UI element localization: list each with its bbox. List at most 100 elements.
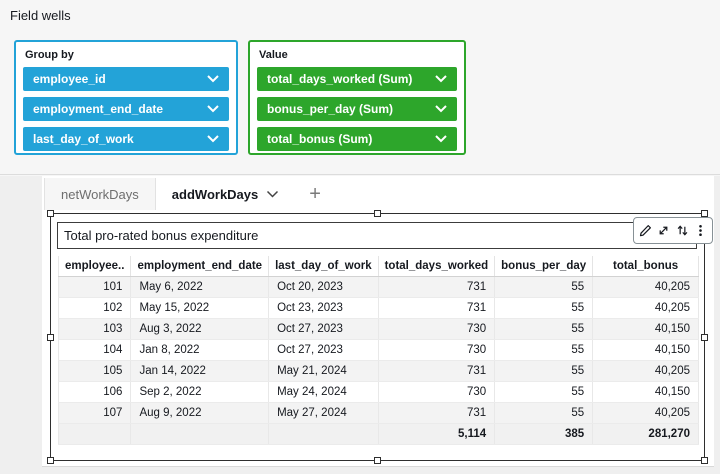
value-label: Value bbox=[259, 49, 288, 61]
totals-cell bbox=[268, 423, 379, 445]
table-cell: 40,205 bbox=[592, 297, 699, 319]
field-pill[interactable]: employment_end_date bbox=[23, 97, 229, 121]
resize-handle-bottom-left[interactable] bbox=[47, 457, 54, 464]
table-cell: 40,205 bbox=[592, 402, 699, 424]
table-row[interactable]: 106 Sep 2, 2022 May 24, 2024 730 55 40,150 bbox=[57, 381, 699, 403]
field-pill-label: total_days_worked (Sum) bbox=[267, 72, 413, 86]
field-pill-label: employee_id bbox=[33, 72, 106, 86]
field-wells-title: Field wells bbox=[10, 8, 71, 23]
chevron-down-icon[interactable] bbox=[207, 105, 219, 113]
totals-cell bbox=[130, 423, 270, 445]
table-row[interactable]: 101 May 6, 2022 Oct 20, 2023 731 55 40,205 bbox=[57, 276, 699, 298]
column-header[interactable]: bonus_per_day bbox=[494, 256, 594, 277]
chevron-down-icon[interactable] bbox=[435, 75, 447, 83]
table-cell: May 6, 2022 bbox=[130, 276, 270, 298]
table-cell: May 21, 2024 bbox=[268, 360, 379, 382]
chevron-down-icon[interactable] bbox=[207, 135, 219, 143]
resize-handle-bottom-right[interactable] bbox=[701, 457, 708, 464]
group-by-label: Group by bbox=[25, 49, 74, 61]
chevron-down-icon[interactable] bbox=[266, 190, 279, 199]
tab-networkdays[interactable]: netWorkDays bbox=[44, 178, 156, 210]
table-cell: 104 bbox=[57, 339, 132, 361]
resize-handle-top-left[interactable] bbox=[47, 210, 54, 217]
table-cell: 103 bbox=[57, 318, 132, 340]
field-pill-label: employment_end_date bbox=[33, 102, 164, 116]
chevron-down-icon[interactable] bbox=[435, 105, 447, 113]
column-header[interactable]: last_day_of_work bbox=[268, 256, 379, 277]
table-cell: Oct 23, 2023 bbox=[268, 297, 379, 319]
group-by-pill-list: employee_id employment_end_date last_day_o… bbox=[16, 67, 236, 151]
table-header-row: employee.. employment_end_date last_day_of… bbox=[57, 256, 699, 277]
table-cell: Aug 9, 2022 bbox=[130, 402, 270, 424]
visual-title[interactable]: Total pro-rated bonus expenditure bbox=[57, 222, 697, 249]
swap-axes-icon[interactable] bbox=[675, 223, 690, 238]
table-row[interactable]: 104 Jan 8, 2022 Oct 27, 2023 730 55 40,150 bbox=[57, 339, 699, 361]
field-pill-label: last_day_of_work bbox=[33, 132, 134, 146]
column-header[interactable]: total_days_worked bbox=[378, 256, 496, 277]
table-cell: 106 bbox=[57, 381, 132, 403]
visual-toolbar bbox=[633, 217, 713, 244]
resize-handle-middle-left[interactable] bbox=[47, 333, 54, 341]
column-header[interactable]: employment_end_date bbox=[130, 256, 270, 277]
table-cell: Jan 8, 2022 bbox=[130, 339, 270, 361]
table-cell: Sep 2, 2022 bbox=[130, 381, 270, 403]
resize-handle-bottom-middle[interactable] bbox=[374, 457, 381, 464]
visual-selection-frame[interactable]: Total pro-rated bonus expenditure employ… bbox=[47, 210, 713, 464]
tab-label: netWorkDays bbox=[61, 186, 139, 202]
table-cell: 40,150 bbox=[592, 381, 699, 403]
table-cell: Oct 27, 2023 bbox=[268, 318, 379, 340]
table-cell: Oct 20, 2023 bbox=[268, 276, 379, 298]
column-header[interactable]: total_bonus bbox=[592, 256, 699, 277]
table-cell: 107 bbox=[57, 402, 132, 424]
table-cell: 731 bbox=[378, 297, 496, 319]
table-cell: 730 bbox=[378, 318, 496, 340]
table-row[interactable]: 103 Aug 3, 2022 Oct 27, 2023 730 55 40,150 bbox=[57, 318, 699, 340]
table-cell: 55 bbox=[494, 360, 594, 382]
table-cell: 55 bbox=[494, 339, 594, 361]
table-cell: 55 bbox=[494, 381, 594, 403]
menu-icon[interactable] bbox=[693, 223, 708, 238]
maximize-icon[interactable] bbox=[656, 223, 671, 238]
edit-icon[interactable] bbox=[638, 223, 653, 238]
resize-handle-top-right[interactable] bbox=[701, 210, 708, 217]
totals-cell: 385 bbox=[494, 423, 594, 445]
tab-label: addWorkDays bbox=[171, 186, 259, 202]
table-cell: May 15, 2022 bbox=[130, 297, 270, 319]
table-cell: 731 bbox=[378, 402, 496, 424]
table-cell: 40,150 bbox=[592, 318, 699, 340]
table-cell: Oct 27, 2023 bbox=[268, 339, 379, 361]
chevron-down-icon[interactable] bbox=[207, 75, 219, 83]
resize-handle-top-middle[interactable] bbox=[374, 210, 381, 217]
field-pill[interactable]: last_day_of_work bbox=[23, 127, 229, 151]
table-visual: Total pro-rated bonus expenditure employ… bbox=[57, 220, 699, 456]
table-cell: 40,205 bbox=[592, 276, 699, 298]
chevron-down-icon[interactable] bbox=[435, 135, 447, 143]
field-pill-label: total_bonus (Sum) bbox=[267, 132, 373, 146]
totals-cell: 5,114 bbox=[378, 423, 496, 445]
table-row[interactable]: 105 Jan 14, 2022 May 21, 2024 731 55 40,205 bbox=[57, 360, 699, 382]
table-cell: 55 bbox=[494, 297, 594, 319]
value-pill-list: total_days_worked (Sum) bonus_per_day (Su… bbox=[250, 67, 464, 151]
table-cell: 731 bbox=[378, 276, 496, 298]
table-totals-row: 5,114 385 281,270 bbox=[57, 423, 699, 445]
tab-addworkdays[interactable]: addWorkDays bbox=[155, 178, 296, 210]
table-cell: 731 bbox=[378, 360, 496, 382]
field-pill[interactable]: bonus_per_day (Sum) bbox=[257, 97, 457, 121]
table-cell: 105 bbox=[57, 360, 132, 382]
table-cell: 40,150 bbox=[592, 339, 699, 361]
column-header[interactable]: employee.. bbox=[57, 256, 132, 277]
field-pill[interactable]: total_bonus (Sum) bbox=[257, 127, 457, 151]
field-pill[interactable]: total_days_worked (Sum) bbox=[257, 67, 457, 91]
table-cell: 102 bbox=[57, 297, 132, 319]
resize-handle-middle-right[interactable] bbox=[701, 333, 708, 341]
pivot-table: employee.. employment_end_date last_day_of… bbox=[57, 256, 699, 445]
table-cell: May 27, 2024 bbox=[268, 402, 379, 424]
field-pill-label: bonus_per_day (Sum) bbox=[267, 102, 394, 116]
table-row[interactable]: 107 Aug 9, 2022 May 27, 2024 731 55 40,205 bbox=[57, 402, 699, 424]
field-wells-panel: Field wells Group by employee_id employme… bbox=[0, 0, 720, 175]
field-pill[interactable]: employee_id bbox=[23, 67, 229, 91]
add-sheet-button[interactable]: + bbox=[309, 183, 321, 205]
table-row[interactable]: 102 May 15, 2022 Oct 23, 2023 731 55 40,205 bbox=[57, 297, 699, 319]
